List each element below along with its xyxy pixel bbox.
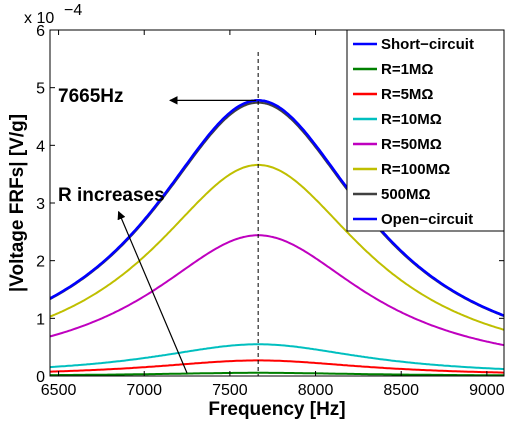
y-exponent-power: −4 (64, 2, 82, 19)
annotation-r-increases-label: R increases (58, 185, 165, 206)
ticks-layer: 6500 7000 7500 8000 8500 9000 0 1 2 3 4 5 6 (36, 23, 505, 399)
y-tick-label-2: 2 (36, 254, 45, 271)
series-line-1 (50, 371, 504, 377)
legend-label-5: R=100MΩ (381, 161, 450, 178)
series-line-7 (49, 99, 505, 317)
legend-label-2: R=5MΩ (381, 86, 433, 103)
x-tick-label-1: 7000 (126, 382, 162, 399)
y-tick-label-5: 5 (36, 81, 45, 98)
annotation-arrow-r-increases (117, 210, 188, 374)
legend-label-6: 500MΩ (381, 186, 431, 203)
y-tick-label-6: 6 (36, 23, 45, 40)
series-line-2 (50, 359, 504, 374)
legend-label-3: R=10MΩ (381, 111, 442, 128)
legend-label-4: R=50MΩ (381, 136, 442, 153)
annotation-resonance-label: 7665Hz (58, 86, 124, 107)
y-tick-label-1: 1 (36, 311, 45, 328)
y-tick-label-4: 4 (36, 138, 45, 155)
annotations-layer: 7665Hz R increases (58, 86, 257, 374)
y-tick-label-3: 3 (36, 196, 45, 213)
legend-box (346, 29, 505, 232)
x-tick-label-4: 8500 (383, 382, 419, 399)
legend-items: Short−circuit R=1MΩ R=5MΩ R=10MΩ R=50MΩ R=100… (353, 36, 474, 228)
series-line-5 (49, 163, 505, 331)
legend-label-7: Open−circuit (381, 211, 473, 228)
x-tick-label-3: 8000 (298, 382, 334, 399)
y-exponent-base: x 10 (24, 10, 54, 27)
y-axis-title: |Voltage FRFs| [V/g] (7, 114, 28, 292)
x-tick-label-5: 9000 (469, 382, 505, 399)
series-layer (49, 99, 505, 377)
x-tick-label-2: 7500 (212, 382, 248, 399)
x-tick-label-0: 6500 (41, 382, 77, 399)
legend-label-1: R=1MΩ (381, 61, 433, 78)
legend-label-0: Short−circuit (381, 36, 474, 53)
legend: Short−circuit R=1MΩ R=5MΩ R=10MΩ R=50MΩ R=100… (346, 29, 505, 232)
x-axis-title: Frequency [Hz] (208, 399, 345, 420)
series-line-3 (49, 343, 505, 371)
series-line-4 (49, 234, 505, 347)
y-tick-label-0: 0 (36, 369, 45, 386)
